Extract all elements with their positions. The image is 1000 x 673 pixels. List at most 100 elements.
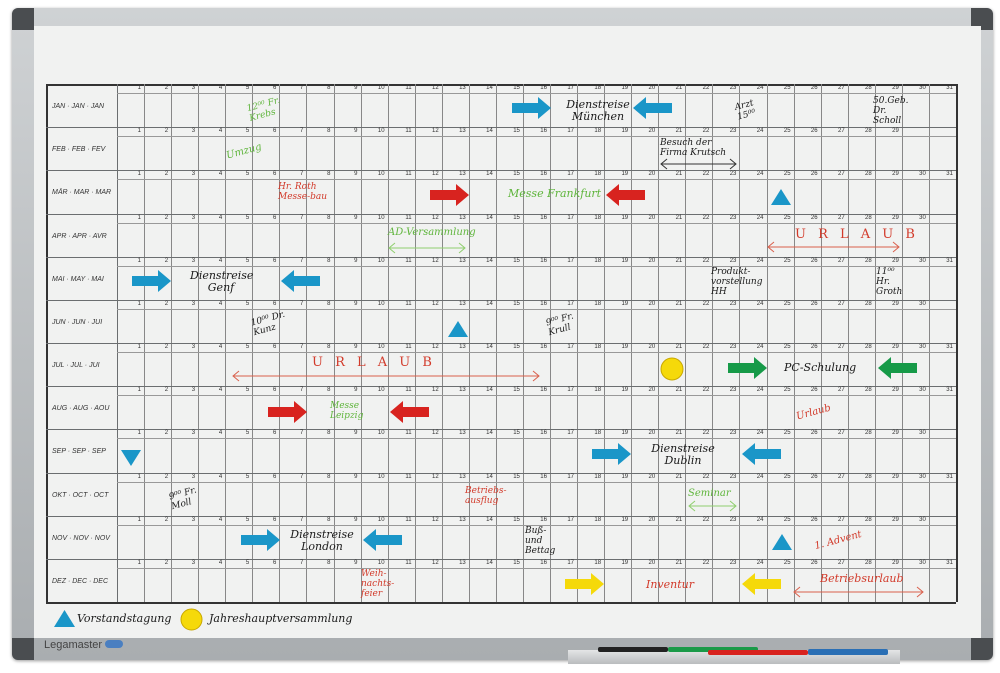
arrow-left-magnet-icon[interactable]: [362, 529, 402, 551]
day-number: 28: [865, 128, 872, 135]
arrow-right-magnet-icon[interactable]: [512, 97, 552, 119]
day-number: 10: [377, 430, 385, 437]
day-number: 9: [354, 214, 358, 221]
day-number: 27: [837, 473, 845, 480]
day-number: 11: [405, 171, 412, 178]
arrow-right-magnet-icon[interactable]: [430, 184, 470, 206]
day-strip-line: [117, 524, 956, 526]
day-number: 28: [865, 214, 872, 221]
arrow-left-magnet-icon[interactable]: [605, 184, 645, 206]
day-number: 10: [377, 300, 385, 307]
day-number: 31: [946, 85, 953, 91]
arrow-right-magnet-icon[interactable]: [241, 529, 281, 551]
handwritten-note: Dienstreise London: [290, 528, 354, 554]
day-number: 1: [137, 214, 141, 221]
triangle-magnet-icon[interactable]: [771, 533, 793, 551]
day-number: 13: [459, 387, 466, 394]
day-number: 26: [810, 128, 818, 135]
day-number: 23: [729, 473, 737, 480]
day-number: 17: [567, 516, 575, 523]
day-number: 26: [810, 300, 818, 307]
day-number: 5: [245, 430, 250, 437]
day-number: 25: [783, 559, 791, 566]
day-number: 14: [486, 473, 493, 480]
arrow-left-magnet-icon[interactable]: [877, 357, 917, 379]
day-number: 18: [594, 387, 602, 394]
month-divider: [46, 343, 956, 344]
handwritten-note: 9⁰⁰ Fr. Moll: [167, 485, 198, 513]
handwritten-note: Dienstreise München: [566, 98, 630, 124]
arrow-right-magnet-icon[interactable]: [565, 573, 605, 595]
day-number: 12: [432, 516, 439, 523]
day-number: 6: [272, 430, 277, 437]
black-marker[interactable]: [598, 647, 668, 652]
red-marker[interactable]: [708, 650, 808, 655]
arrow-right-magnet-icon[interactable]: [268, 401, 308, 423]
range-arrow-icon: [688, 500, 737, 512]
day-number: 30: [919, 257, 926, 264]
day-number: 2: [164, 430, 169, 437]
day-number: 27: [837, 85, 845, 91]
day-number: 13: [459, 430, 466, 437]
day-number: 13: [459, 85, 466, 91]
day-number: 8: [327, 344, 331, 350]
day-number: 8: [327, 516, 331, 523]
day-number: 22: [702, 516, 710, 523]
month-divider: [46, 386, 956, 388]
day-number: 4: [218, 344, 223, 350]
day-number: 17: [567, 473, 575, 480]
arrow-left-magnet-icon[interactable]: [741, 443, 781, 465]
handwritten-note: 50.Geb. Dr. Scholl: [873, 96, 909, 126]
day-number: 26: [810, 214, 818, 221]
green-marker[interactable]: [668, 647, 758, 652]
day-number: 12: [432, 171, 439, 178]
day-number: 28: [865, 300, 872, 307]
day-number: 30: [919, 300, 926, 307]
day-strip-line: [117, 136, 956, 137]
day-number: 1: [137, 344, 141, 350]
day-number: 7: [300, 559, 304, 566]
day-number: 24: [756, 300, 764, 307]
arrow-right-magnet-icon[interactable]: [592, 443, 632, 465]
arrow-left-magnet-icon[interactable]: [389, 401, 429, 423]
triangle-magnet-icon[interactable]: [447, 320, 469, 338]
day-number: 1: [137, 430, 141, 437]
day-number: 14: [486, 214, 493, 221]
arrow-right-magnet-icon[interactable]: [132, 270, 172, 292]
day-number: 23: [729, 559, 737, 566]
day-number: 24: [756, 128, 764, 135]
triangle-magnet-icon[interactable]: [770, 188, 792, 206]
day-strip-line: [117, 481, 956, 483]
range-arrow-icon: [660, 158, 737, 170]
day-number: 23: [729, 300, 737, 307]
blue-marker[interactable]: [808, 649, 888, 655]
day-number: 29: [892, 559, 899, 566]
triangle-magnet-icon[interactable]: [120, 449, 142, 467]
day-number: 13: [459, 559, 466, 566]
day-number: 21: [675, 257, 683, 264]
day-number: 29: [892, 387, 899, 394]
day-number: 16: [540, 257, 547, 264]
arrow-left-magnet-icon[interactable]: [741, 573, 781, 595]
day-number: 2: [164, 85, 169, 91]
day-number: 19: [621, 430, 629, 437]
day-number: 2: [164, 300, 169, 307]
day-number: 6: [272, 559, 277, 566]
arrow-left-magnet-icon[interactable]: [280, 270, 320, 292]
day-number: 19: [621, 171, 629, 178]
day-number: 22: [702, 85, 710, 91]
arrow-right-magnet-icon[interactable]: [728, 357, 768, 379]
day-number: 21: [675, 516, 683, 523]
day-number: 24: [756, 516, 764, 523]
circle-magnet-icon[interactable]: [660, 357, 684, 381]
day-number: 23: [729, 214, 737, 221]
month-label: SEP · SEP · SEP: [52, 448, 106, 456]
frame-corner: [971, 638, 993, 660]
month-label: MÄR · MAR · MAR: [52, 189, 112, 197]
legend-label-vorstandstagung: Vorstandstagung: [77, 612, 172, 625]
arrow-left-magnet-icon[interactable]: [632, 97, 672, 119]
day-number: 14: [486, 430, 493, 437]
day-number: 31: [946, 387, 953, 394]
month-label: APR · APR · AVR: [52, 232, 107, 240]
day-number: 10: [377, 559, 385, 566]
